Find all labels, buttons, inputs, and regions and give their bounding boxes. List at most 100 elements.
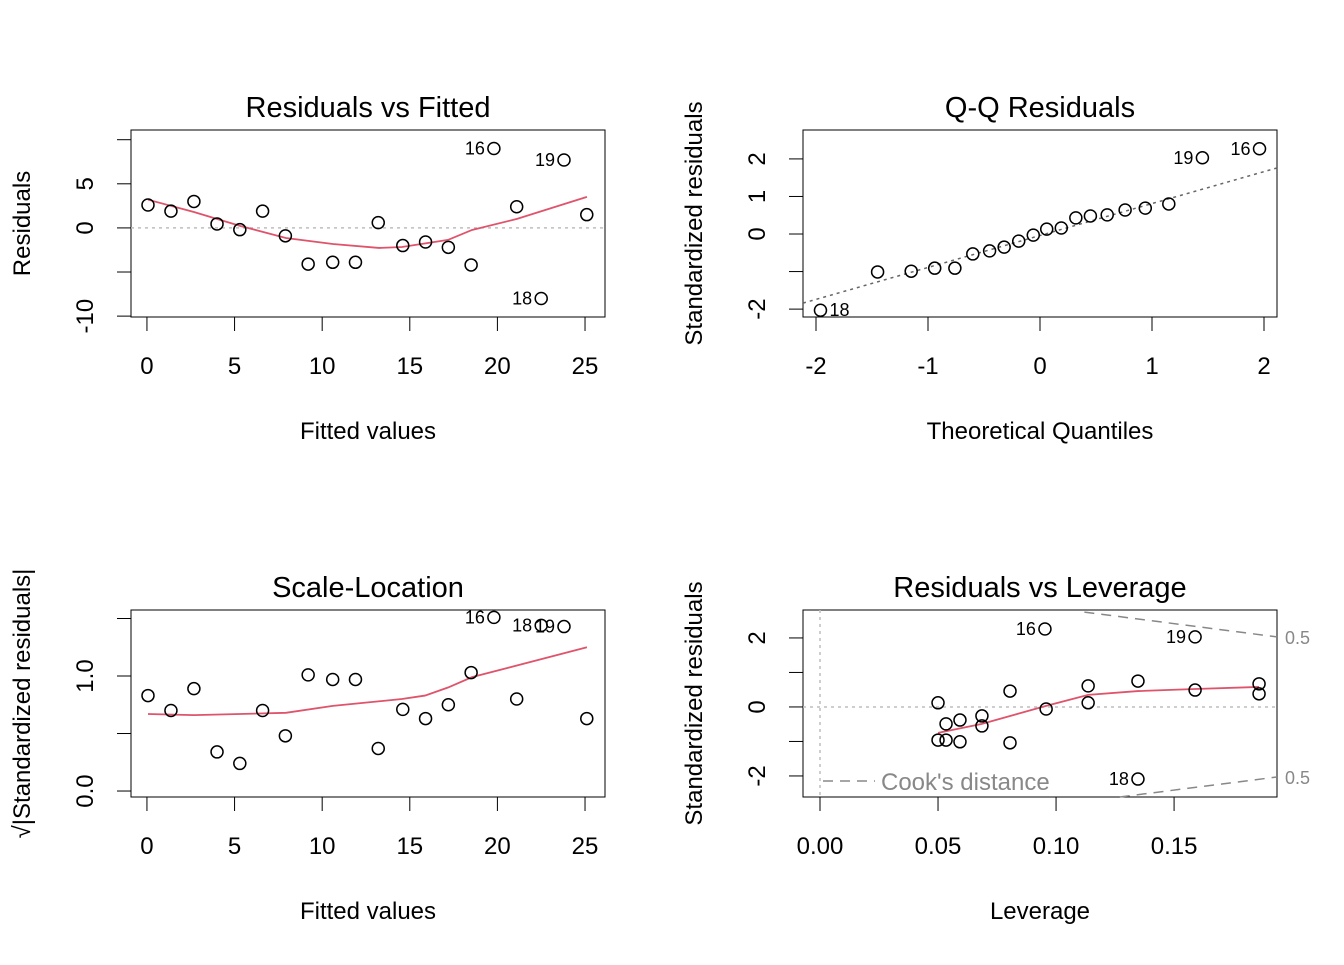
x-tick-label: 25	[572, 353, 599, 380]
data-point	[418, 711, 433, 726]
data-point	[1011, 234, 1026, 248]
data-point	[325, 672, 340, 687]
y-axis-label: √|Standardized residuals|	[9, 569, 36, 839]
cooks-distance-contour	[1119, 776, 1278, 798]
data-point	[487, 610, 501, 625]
point-label: 19	[1166, 627, 1186, 647]
point-label: 16	[1230, 139, 1250, 159]
data-point	[931, 696, 945, 710]
data-point	[813, 303, 828, 317]
y-tick-label: 2	[744, 631, 771, 644]
y-tick-label: 0	[72, 221, 99, 234]
data-point	[931, 733, 945, 747]
panel-3: Scale-Location Fitted values √|Standardize…	[9, 569, 606, 925]
x-tick-label: 10	[309, 353, 336, 380]
data-point	[1081, 696, 1095, 710]
data-point	[534, 291, 548, 306]
data-point	[1252, 687, 1266, 701]
data-point	[1138, 201, 1153, 215]
point-label: 18	[1109, 769, 1129, 789]
data-point	[1039, 222, 1054, 236]
y-tick-label: 2	[744, 152, 771, 165]
x-tick-label: -2	[805, 353, 826, 380]
data-point	[557, 153, 571, 167]
data-point	[1188, 683, 1202, 697]
data-point	[1026, 228, 1041, 242]
data-point	[141, 198, 155, 212]
data-point	[904, 264, 918, 278]
data-point	[1131, 772, 1145, 786]
y-tick-label: -10	[72, 299, 99, 334]
data-point	[164, 703, 178, 718]
plot-box	[802, 129, 1278, 318]
data-point	[418, 235, 433, 249]
data-point	[441, 698, 456, 712]
x-tick-label: 15	[396, 353, 423, 380]
panel-title: Q-Q Residuals	[945, 92, 1135, 124]
panel-4: Residuals vs Leverage Leverage Standardize…	[681, 572, 1310, 925]
plot-box	[802, 609, 1278, 798]
data-point	[325, 255, 340, 270]
data-point	[278, 729, 293, 743]
data-point	[1252, 142, 1267, 156]
data-point	[464, 258, 478, 272]
panel-title: Scale-Location	[272, 572, 464, 604]
data-point	[975, 709, 989, 723]
y-tick-label: 0	[744, 700, 771, 713]
y-axis-label: Standardized residuals	[681, 581, 708, 825]
point-label: 16	[465, 607, 485, 627]
x-tick-label: 0	[140, 833, 153, 860]
x-axis-label: Leverage	[990, 898, 1090, 925]
x-tick-label: 2	[1257, 353, 1270, 380]
data-point	[557, 619, 571, 634]
x-tick-label: -1	[917, 353, 938, 380]
data-point	[187, 681, 201, 696]
data-point	[464, 665, 478, 680]
data-point	[509, 199, 524, 214]
data-point	[1003, 684, 1017, 698]
point-label: 16	[465, 139, 485, 159]
y-tick-label: 0	[744, 227, 771, 240]
data-point	[348, 255, 363, 270]
x-tick-label: 20	[484, 353, 511, 380]
x-tick-label: 15	[396, 833, 423, 860]
data-point	[939, 733, 953, 747]
y-tick-label: 1.0	[72, 659, 99, 692]
data-point	[1118, 203, 1132, 217]
data-point	[982, 244, 997, 258]
data-point	[927, 261, 942, 275]
point-label: 19	[535, 617, 555, 637]
x-axis-label: Theoretical Quantiles	[927, 418, 1154, 445]
data-point	[1188, 630, 1202, 644]
y-axis-label: Residuals	[9, 171, 36, 276]
point-label: 16	[1016, 619, 1036, 639]
panel-title: Residuals vs Leverage	[893, 572, 1186, 604]
data-point	[1038, 622, 1052, 636]
data-point	[997, 240, 1011, 254]
data-point	[233, 222, 247, 237]
data-point	[187, 194, 201, 209]
y-tick-label: 1	[744, 190, 771, 203]
y-tick-label: 0.0	[72, 774, 99, 807]
data-point	[966, 247, 980, 261]
point-label: 19	[535, 150, 555, 170]
data-point	[870, 265, 885, 279]
data-point	[939, 717, 953, 731]
data-point	[953, 735, 967, 749]
cooks-contour-label: 0.5	[1285, 768, 1310, 788]
cooks-distance-contour	[1084, 611, 1278, 638]
data-point	[278, 229, 293, 243]
x-tick-label: 10	[309, 833, 336, 860]
data-point	[210, 745, 224, 759]
data-point	[580, 711, 594, 726]
data-point	[1083, 209, 1098, 223]
smooth-line	[147, 646, 588, 717]
data-point	[141, 688, 155, 703]
data-point	[164, 204, 178, 218]
plot-box	[130, 129, 606, 318]
data-point	[371, 741, 386, 756]
x-tick-label: 0.10	[1033, 833, 1080, 860]
data-point	[509, 692, 524, 706]
y-axis-label: Standardized residuals	[681, 101, 708, 345]
data-point	[975, 719, 989, 733]
